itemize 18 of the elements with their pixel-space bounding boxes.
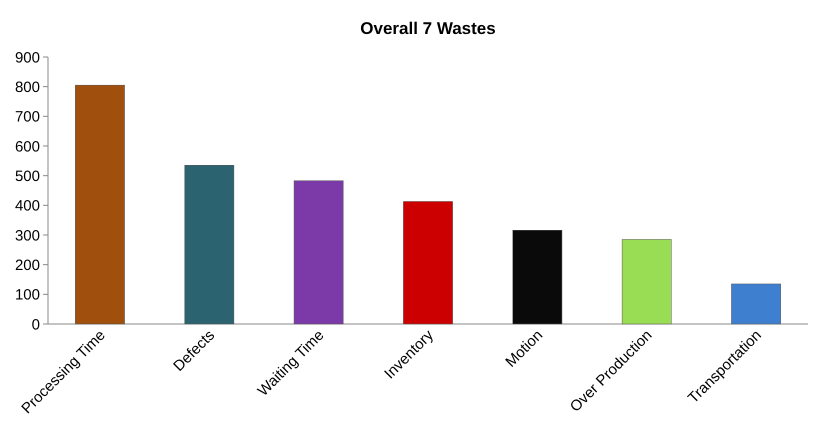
y-tick-label: 800 — [14, 78, 40, 96]
bar — [403, 201, 453, 324]
y-tick-label: 600 — [14, 138, 40, 156]
bar — [512, 230, 562, 324]
y-tick-label: 0 — [32, 316, 40, 334]
y-tick-label: 400 — [14, 198, 40, 215]
y-tick-label: 300 — [14, 227, 40, 244]
y-tick-label: 200 — [14, 256, 40, 274]
bar — [294, 180, 344, 324]
y-tick-label: 100 — [14, 286, 40, 304]
y-tick-label: 900 — [14, 49, 40, 66]
y-tick-label: 500 — [14, 168, 40, 185]
chart-title: Overall 7 Wastes — [360, 19, 496, 38]
y-tick-label: 700 — [14, 108, 40, 126]
bar — [75, 84, 125, 324]
bar — [622, 239, 672, 324]
bar — [184, 165, 234, 324]
bar — [731, 284, 781, 324]
